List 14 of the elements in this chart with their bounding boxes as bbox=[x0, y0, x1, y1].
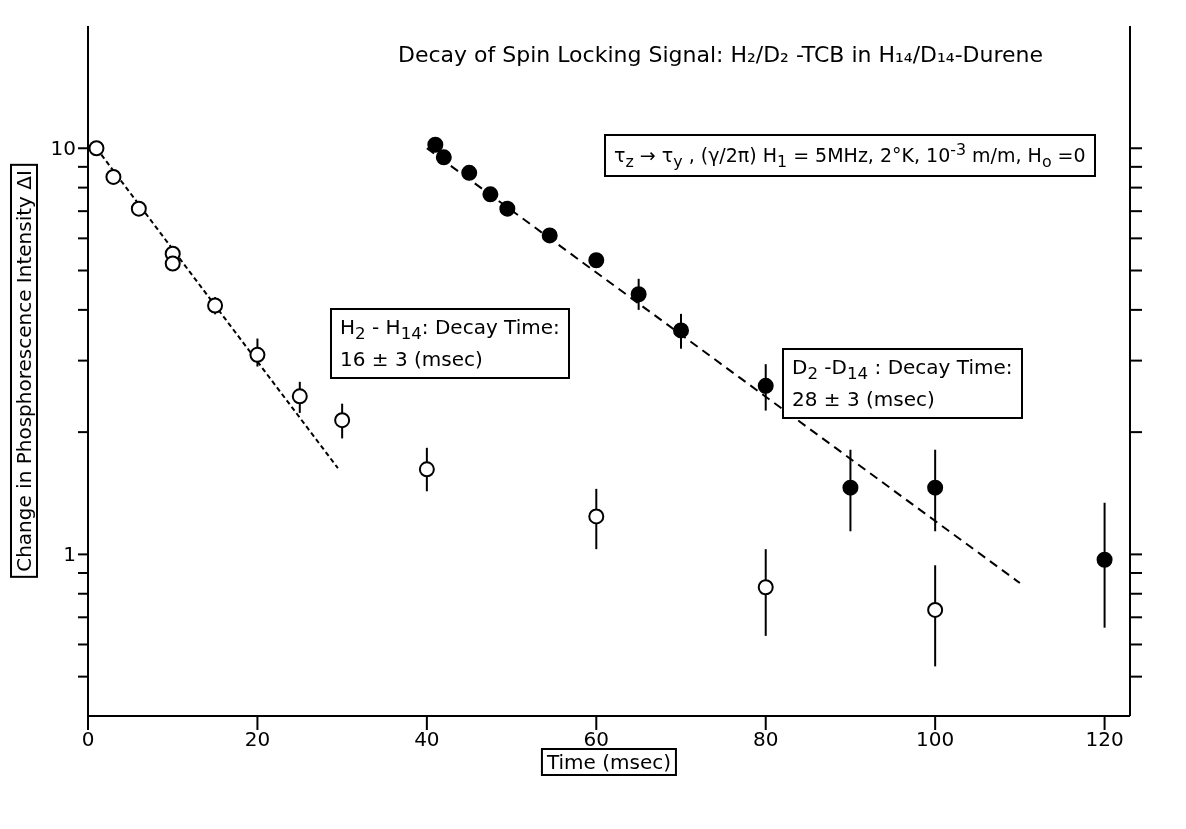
x-tick-label: 120 bbox=[1085, 727, 1124, 752]
text: τ$_{z}$ → τ$_{y}$ , (γ/2π) H$_{1}$ = 5MHz, 2°K, 10$^{-3}$ m/m, H$_{o}$ =0 bbox=[614, 140, 1086, 172]
y-tick-label: 10 bbox=[50, 136, 76, 161]
text: Decay of Spin Locking Signal: H₂/D₂ -TCB in H₁₄/D₁₄-Durene bbox=[398, 42, 1044, 67]
annotation: D$_{2}$ -D$_{14}$ : Decay Time: 28 ± 3 (msec) bbox=[782, 348, 1023, 419]
x-tick-label: 20 bbox=[244, 727, 271, 752]
y-axis-title: Change in Phosphorescence Intensity ΔI bbox=[10, 164, 38, 578]
x-tick-label: 40 bbox=[414, 727, 440, 752]
x-tick-label: 80 bbox=[753, 727, 779, 752]
x-axis-title: Time (msec) bbox=[540, 748, 678, 776]
y-tick-label: 1 bbox=[63, 542, 76, 567]
x-tick-label: 0 bbox=[81, 727, 95, 752]
annotation: H$_{2}$ - H$_{14}$: Decay Time: 16 ± 3 (msec) bbox=[330, 308, 570, 379]
x-tick-label: 100 bbox=[916, 727, 955, 752]
